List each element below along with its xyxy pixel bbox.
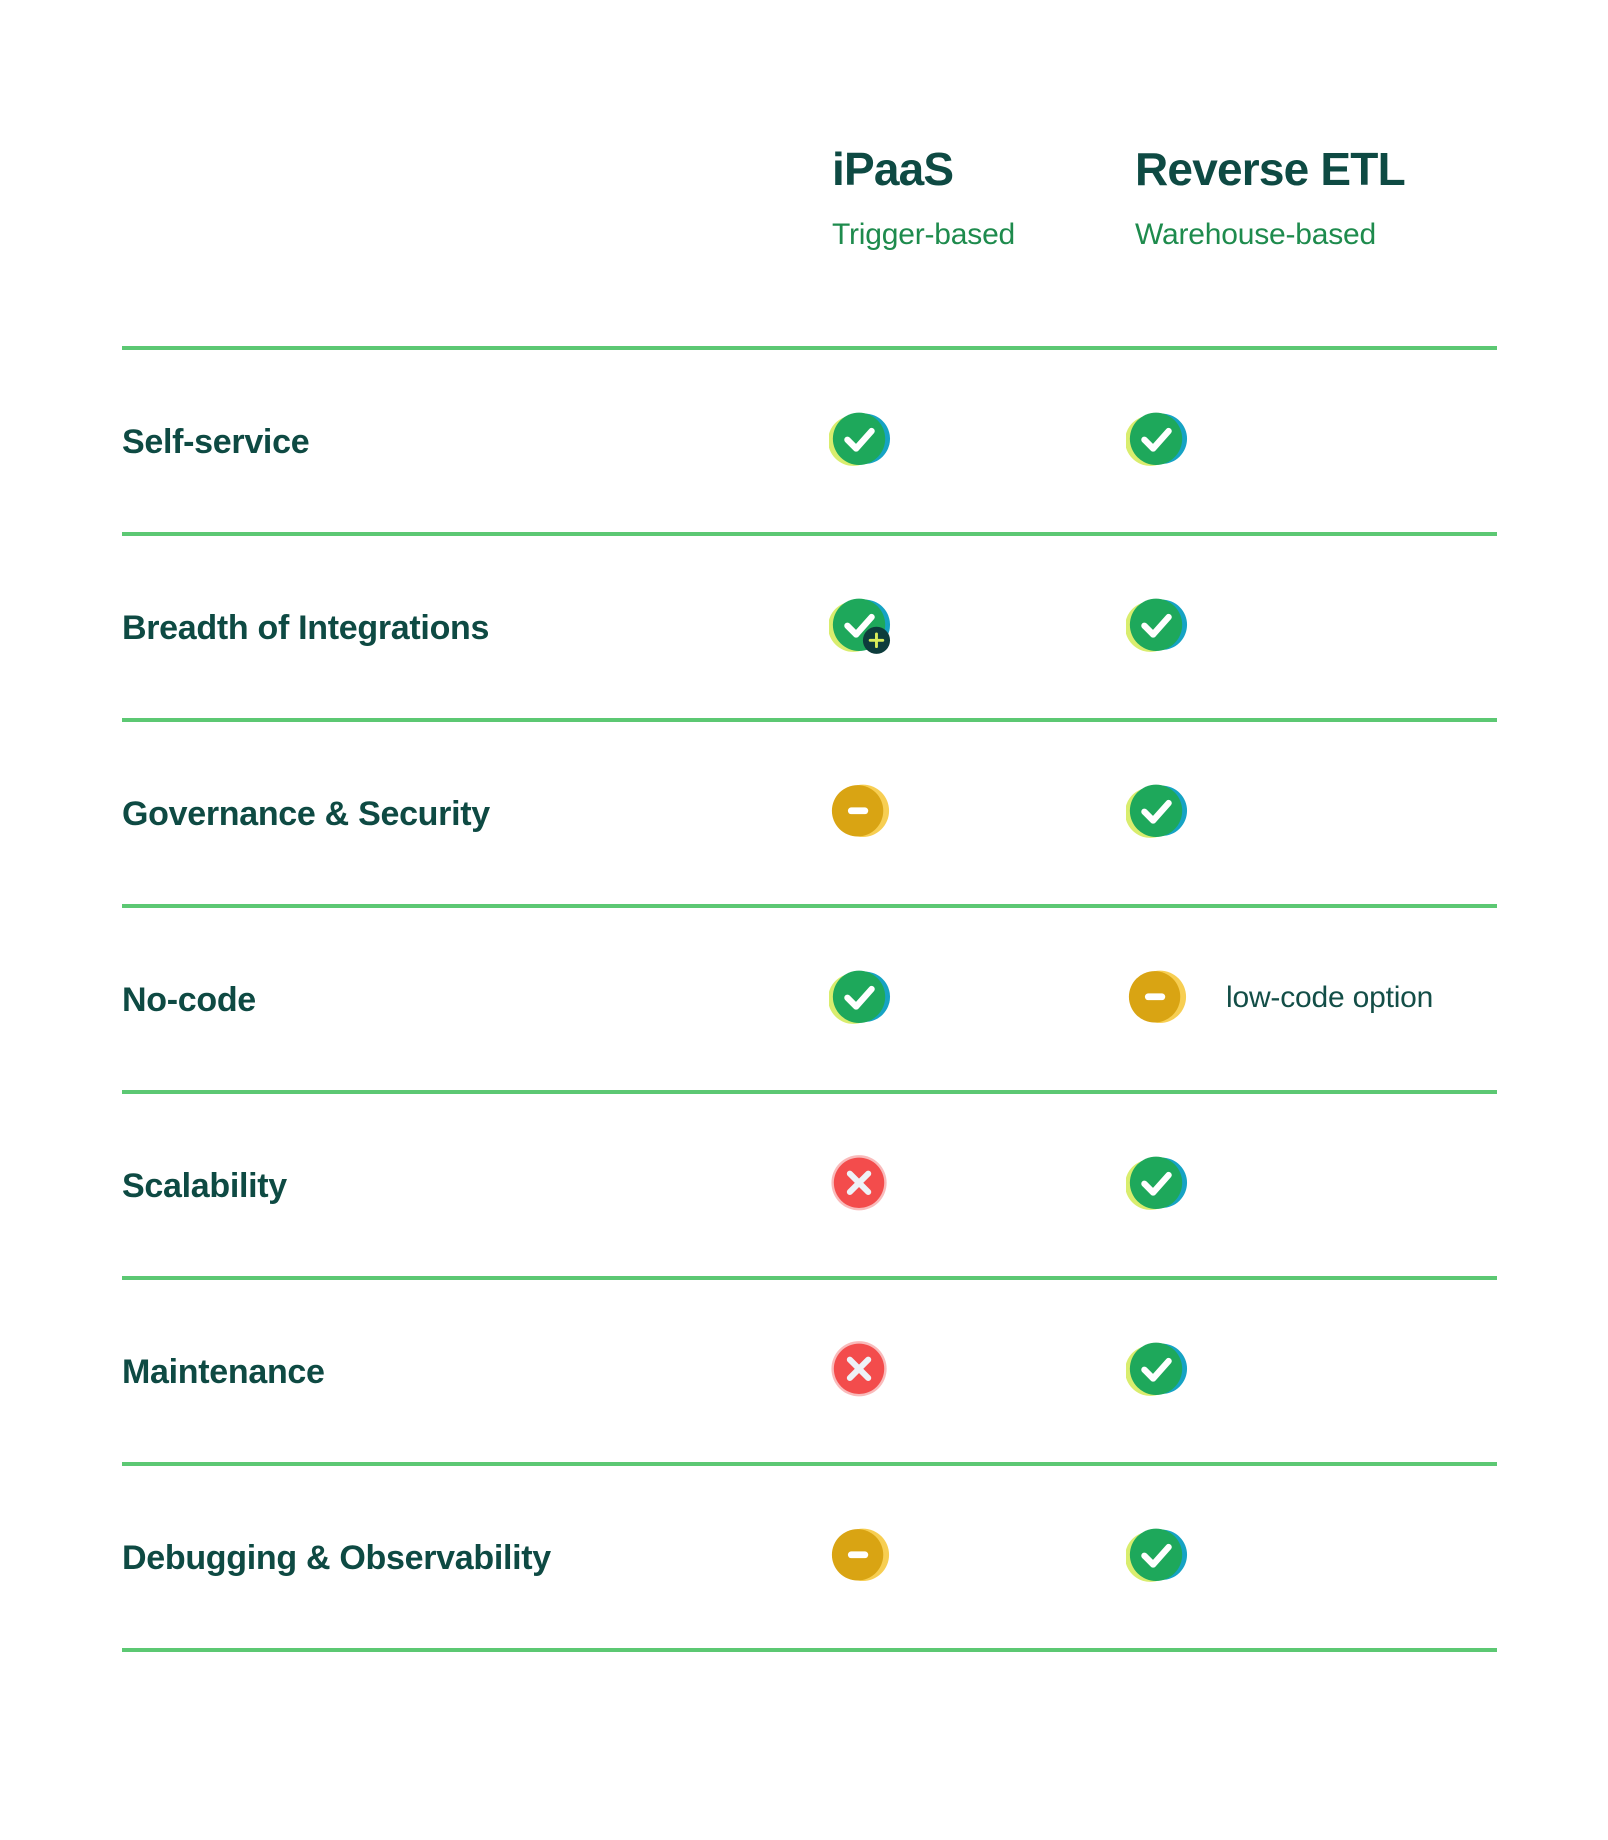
row-label: Governance & Security — [122, 795, 490, 834]
check-icon — [1126, 1153, 1188, 1215]
table-row: Self-service — [122, 346, 1497, 532]
row-label: Breadth of Integrations — [122, 609, 490, 648]
comparison-table: Self-service Breadth of Integrations Gov… — [122, 346, 1497, 1652]
cross-icon — [829, 1153, 891, 1215]
cell-reverse-etl — [1126, 1153, 1188, 1215]
row-label: Maintenance — [122, 1353, 325, 1392]
check-icon — [1126, 409, 1188, 471]
table-row: Debugging & Observability — [122, 1462, 1497, 1648]
cell-ipaas — [829, 1525, 891, 1587]
cell-ipaas — [829, 967, 891, 1029]
table-row: Scalability — [122, 1090, 1497, 1276]
cell-reverse-etl — [1126, 409, 1188, 471]
cell-ipaas — [829, 781, 891, 843]
check-icon — [1126, 781, 1188, 843]
cell-ipaas — [829, 595, 891, 657]
table-row: Governance & Security — [122, 718, 1497, 904]
cell-ipaas — [829, 1153, 891, 1215]
table-row: Maintenance — [122, 1276, 1497, 1462]
cell-reverse-etl: low-code option — [1126, 967, 1433, 1029]
row-label: Scalability — [122, 1167, 287, 1206]
cell-reverse-etl — [1126, 781, 1188, 843]
column-header-reverse-etl: Reverse ETL Warehouse-based — [1135, 143, 1406, 251]
cell-reverse-etl — [1126, 1525, 1188, 1587]
row-label: Debugging & Observability — [122, 1539, 551, 1578]
row-label: No-code — [122, 981, 256, 1020]
table-row: Breadth of Integrations — [122, 532, 1497, 718]
table-header: iPaaS Trigger-based Reverse ETL Warehous… — [0, 146, 1608, 266]
column-title-ipaas: iPaaS — [832, 143, 954, 195]
cross-icon — [829, 1339, 891, 1401]
check-icon — [1126, 1525, 1188, 1587]
column-title-reverse-etl: Reverse ETL — [1135, 143, 1406, 195]
check-icon — [829, 967, 891, 1029]
column-subtitle-reverse-etl: Warehouse-based — [1135, 218, 1377, 251]
minus-icon — [829, 1525, 891, 1587]
table-row: No-code low-code option — [122, 904, 1497, 1090]
check-icon — [829, 409, 891, 471]
cell-note: low-code option — [1226, 980, 1434, 1014]
check-icon — [1126, 1339, 1188, 1401]
check-plus-icon — [829, 595, 891, 657]
column-header-ipaas: iPaaS Trigger-based — [832, 146, 1015, 250]
cell-reverse-etl — [1126, 1339, 1188, 1401]
cell-ipaas — [829, 409, 891, 471]
row-label: Self-service — [122, 423, 310, 462]
check-icon — [1126, 595, 1188, 657]
column-subtitle-ipaas: Trigger-based — [832, 218, 1016, 251]
minus-icon — [829, 781, 891, 843]
cell-ipaas — [829, 1339, 891, 1401]
cell-reverse-etl — [1126, 595, 1188, 657]
minus-icon — [1126, 967, 1188, 1029]
